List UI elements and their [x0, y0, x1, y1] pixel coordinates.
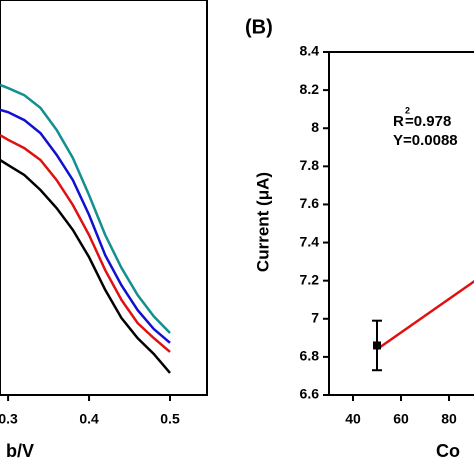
- line-series: [0, 108, 171, 344]
- line-series: [0, 83, 171, 334]
- annotation: =0.978: [405, 113, 451, 130]
- line-series: [0, 158, 171, 374]
- annotation: Y=0.0088: [393, 132, 458, 149]
- y-tick-label: 6.8: [300, 348, 320, 364]
- y-tick-label: 7.8: [300, 157, 320, 173]
- plot-frame: [0, 0, 208, 396]
- plot-frame: [328, 51, 474, 396]
- y-tick-label: 7: [311, 309, 319, 325]
- x-axis-label: b/V: [6, 441, 34, 461]
- x-axis-label: Co: [436, 441, 460, 461]
- y-tick-label: 8.4: [300, 43, 320, 59]
- annotation: R: [393, 113, 404, 130]
- y-tick-label: 6.6: [300, 386, 320, 402]
- annotation: 2: [405, 105, 410, 115]
- line-series: [0, 134, 171, 353]
- x-tick-label: 80: [441, 411, 457, 427]
- x-tick-label: 0.5: [160, 411, 180, 427]
- point: [373, 341, 381, 350]
- x-tick-label: 40: [345, 411, 361, 427]
- panel-label: (B): [245, 16, 273, 38]
- y-tick-label: 7.2: [300, 271, 320, 287]
- y-tick-label: 8: [311, 119, 319, 135]
- x-tick-label: 60: [393, 411, 409, 427]
- y-tick-label: 7.6: [300, 195, 320, 211]
- y-tick-label: 8.2: [300, 81, 320, 97]
- fit-line: [376, 279, 474, 351]
- x-tick-label: 0.3: [0, 411, 18, 427]
- y-tick-label: 7.4: [300, 233, 320, 249]
- x-tick-label: 0.4: [79, 411, 99, 427]
- y-axis-label: Current (μA): [253, 172, 272, 272]
